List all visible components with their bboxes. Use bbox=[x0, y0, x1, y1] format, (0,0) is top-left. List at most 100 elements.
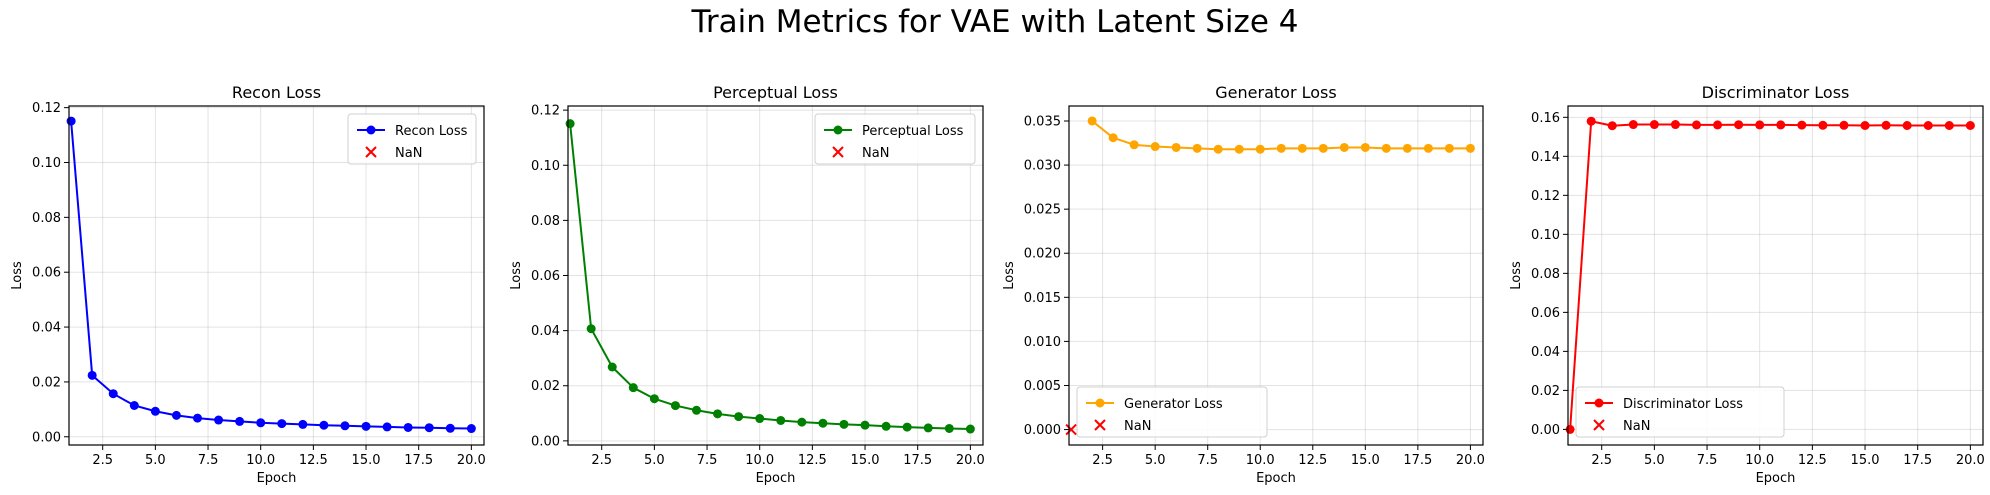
legend-box bbox=[1575, 386, 1785, 438]
y-tick-label: 0.16 bbox=[1531, 111, 1560, 126]
subplot-title: Recon Loss bbox=[232, 83, 321, 102]
y-tick-label: 0.10 bbox=[32, 156, 61, 171]
y-tick-label: 0.14 bbox=[1531, 150, 1560, 165]
subplot-1: 2.5 5.0 7.5 10.0 12.5 15.0 17.5 20.0 0.00 0.02 0.0… bbox=[10, 83, 486, 486]
legend-label-series: Discriminator Loss bbox=[1623, 397, 1743, 412]
data-point bbox=[319, 420, 329, 430]
data-point bbox=[1255, 144, 1265, 154]
data-point bbox=[755, 414, 765, 424]
x-tick-label: 15.0 bbox=[851, 453, 880, 468]
legend-label-series: Perceptual Loss bbox=[862, 124, 964, 139]
y-tick-label: 0.025 bbox=[1024, 203, 1061, 218]
data-point bbox=[881, 421, 891, 431]
data-point bbox=[403, 422, 413, 432]
data-point bbox=[1965, 121, 1975, 131]
x-tick-label: 15.0 bbox=[1851, 453, 1880, 468]
x-tick-label: 7.5 bbox=[1697, 453, 1718, 468]
data-point bbox=[150, 406, 160, 416]
legend-nan-swatch bbox=[832, 146, 844, 158]
data-point bbox=[713, 409, 723, 419]
data-point bbox=[340, 421, 350, 431]
data-point bbox=[1087, 116, 1097, 126]
data-point bbox=[361, 421, 371, 431]
data-point bbox=[1150, 142, 1160, 152]
legend-nan-swatch bbox=[365, 146, 377, 158]
x-tick-label: 7.5 bbox=[198, 453, 219, 468]
y-tick-label: 0.10 bbox=[531, 159, 560, 174]
legend-label-nan: NaN bbox=[1623, 419, 1650, 434]
data-point bbox=[1713, 120, 1723, 130]
series-line bbox=[569, 123, 971, 431]
figure-title: Train Metrics for VAE with Latent Size 4 bbox=[691, 4, 1299, 40]
data-point bbox=[607, 362, 617, 372]
x-tick-label: 20.0 bbox=[1456, 453, 1485, 468]
data-point bbox=[193, 413, 203, 423]
data-point bbox=[965, 424, 975, 434]
data-point bbox=[466, 424, 476, 434]
y-tick-label: 0.020 bbox=[1024, 247, 1061, 262]
data-point bbox=[1318, 143, 1328, 153]
data-point bbox=[1402, 143, 1412, 153]
x-tick-label: 5.0 bbox=[644, 453, 665, 468]
data-point bbox=[1860, 121, 1870, 131]
x-axis-label: Epoch bbox=[756, 471, 796, 486]
x-tick-label: 5.0 bbox=[1644, 453, 1665, 468]
data-point bbox=[1297, 143, 1307, 153]
data-point bbox=[1171, 142, 1181, 152]
legend-box bbox=[1076, 386, 1268, 438]
x-tick-label: 17.5 bbox=[903, 453, 932, 468]
subplot-3: 2.5 5.0 7.5 10.0 12.5 15.0 17.5 20.0 0.000 0.005 0… bbox=[1002, 83, 1485, 486]
data-point bbox=[1692, 120, 1702, 130]
y-tick-label: 0.02 bbox=[1531, 384, 1560, 399]
data-point bbox=[1339, 142, 1349, 152]
data-point bbox=[1818, 120, 1828, 130]
legend-box bbox=[814, 113, 976, 165]
y-tick-label: 0.00 bbox=[1531, 423, 1560, 438]
y-tick-label: 0.06 bbox=[1531, 306, 1560, 321]
y-tick-label: 0.02 bbox=[531, 379, 560, 394]
data-point bbox=[628, 383, 638, 393]
data-point bbox=[776, 415, 786, 425]
data-point bbox=[129, 401, 139, 411]
data-point bbox=[860, 420, 870, 430]
data-point bbox=[108, 389, 118, 399]
y-tick-label: 0.04 bbox=[32, 321, 61, 336]
y-tick-label: 0.00 bbox=[531, 434, 560, 449]
y-tick-label: 0.000 bbox=[1024, 423, 1061, 438]
x-tick-label: 5.0 bbox=[1145, 453, 1166, 468]
legend-nan-swatch bbox=[1593, 419, 1605, 431]
data-point bbox=[692, 405, 702, 415]
legend-label-nan: NaN bbox=[395, 146, 422, 161]
data-point bbox=[1628, 120, 1638, 130]
x-tick-label: 12.5 bbox=[798, 453, 827, 468]
legend-label-nan: NaN bbox=[1124, 419, 1151, 434]
subplot-title: Generator Loss bbox=[1215, 83, 1336, 102]
data-point bbox=[1881, 120, 1891, 130]
data-point bbox=[649, 394, 659, 404]
data-point bbox=[818, 418, 828, 428]
data-point bbox=[1192, 143, 1202, 153]
data-point bbox=[1276, 143, 1286, 153]
subplot-title: Perceptual Loss bbox=[713, 83, 838, 102]
data-point bbox=[1381, 143, 1391, 153]
data-point bbox=[1423, 143, 1433, 153]
data-point bbox=[214, 415, 224, 425]
data-point bbox=[1649, 120, 1659, 130]
data-point bbox=[1108, 133, 1118, 143]
data-point bbox=[235, 416, 245, 426]
y-tick-label: 0.04 bbox=[1531, 345, 1560, 360]
y-tick-label: 0.06 bbox=[32, 266, 61, 281]
data-point bbox=[1234, 144, 1244, 154]
data-point bbox=[1444, 143, 1454, 153]
data-point bbox=[1360, 142, 1370, 152]
data-point bbox=[1776, 120, 1786, 130]
x-tick-label: 17.5 bbox=[404, 453, 433, 468]
y-axis-label: Loss bbox=[509, 261, 524, 290]
y-tick-label: 0.12 bbox=[32, 101, 61, 116]
x-tick-label: 12.5 bbox=[1798, 453, 1827, 468]
x-axis-label: Epoch bbox=[1256, 471, 1296, 486]
data-point bbox=[1797, 120, 1807, 130]
data-point bbox=[1586, 116, 1596, 126]
x-tick-label: 10.0 bbox=[1745, 453, 1774, 468]
x-tick-label: 20.0 bbox=[457, 453, 486, 468]
